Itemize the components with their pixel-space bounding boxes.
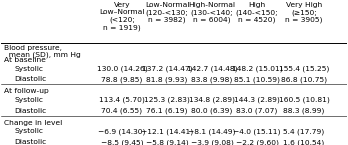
- Text: Very High
(≥150;
n = 3905): Very High (≥150; n = 3905): [285, 2, 323, 23]
- Text: At baseline: At baseline: [4, 57, 46, 63]
- Text: High-Normal
(130-<140;
n = 6004): High-Normal (130-<140; n = 6004): [189, 2, 236, 23]
- Text: 148.2 (15.01): 148.2 (15.01): [232, 66, 283, 72]
- Text: 81.8 (9.93): 81.8 (9.93): [147, 76, 188, 83]
- Text: High
(140-<150;
n = 4520): High (140-<150; n = 4520): [236, 2, 278, 23]
- Text: −2.2 (9.60): −2.2 (9.60): [236, 139, 279, 145]
- Text: At follow-up: At follow-up: [4, 88, 49, 94]
- Text: 160.5 (10.81): 160.5 (10.81): [278, 97, 330, 103]
- Text: 85.1 (10.59): 85.1 (10.59): [234, 76, 280, 83]
- Text: 125.3 (2.83): 125.3 (2.83): [144, 97, 190, 103]
- Text: 134.8 (2.89): 134.8 (2.89): [189, 97, 235, 103]
- Text: −4.0 (15.11): −4.0 (15.11): [234, 128, 281, 135]
- Text: 83.0 (7.07): 83.0 (7.07): [237, 108, 278, 114]
- Text: 80.0 (6.39): 80.0 (6.39): [191, 108, 233, 114]
- Text: Systolic: Systolic: [15, 97, 44, 103]
- Text: 86.8 (10.75): 86.8 (10.75): [281, 76, 327, 83]
- Text: 88.3 (8.99): 88.3 (8.99): [283, 108, 325, 114]
- Text: 142.7 (14.48): 142.7 (14.48): [187, 66, 237, 72]
- Text: 78.8 (9.85): 78.8 (9.85): [101, 76, 143, 83]
- Text: Systolic: Systolic: [15, 66, 44, 71]
- Text: −12.1 (14.41): −12.1 (14.41): [141, 128, 193, 135]
- Text: mean (SD), mm Hg: mean (SD), mm Hg: [4, 51, 81, 58]
- Text: 144.3 (2.89): 144.3 (2.89): [234, 97, 280, 103]
- Text: −8.1 (14.49): −8.1 (14.49): [188, 128, 236, 135]
- Text: −3.9 (9.08): −3.9 (9.08): [191, 139, 234, 145]
- Text: 70.4 (6.55): 70.4 (6.55): [102, 108, 143, 114]
- Text: 76.1 (6.19): 76.1 (6.19): [146, 108, 188, 114]
- Text: Blood pressure,: Blood pressure,: [4, 45, 62, 51]
- Text: 130.0 (14.26): 130.0 (14.26): [97, 66, 148, 72]
- Text: Change in level: Change in level: [4, 120, 62, 126]
- Text: Very
Low–Normal
(<120;
n = 1919): Very Low–Normal (<120; n = 1919): [99, 2, 145, 31]
- Text: −8.5 (9.45): −8.5 (9.45): [101, 139, 143, 145]
- Text: Diastolic: Diastolic: [15, 76, 47, 82]
- Text: Diastolic: Diastolic: [15, 139, 47, 145]
- Text: 113.4 (5.70): 113.4 (5.70): [99, 97, 145, 103]
- Text: 5.4 (17.79): 5.4 (17.79): [283, 128, 325, 135]
- Text: 137.2 (14.47): 137.2 (14.47): [142, 66, 192, 72]
- Text: 83.8 (9.98): 83.8 (9.98): [191, 76, 233, 83]
- Text: −5.8 (9.14): −5.8 (9.14): [146, 139, 189, 145]
- Text: 1.6 (10.54): 1.6 (10.54): [283, 139, 325, 145]
- Text: Low-Normal
(120-<130;
n = 3982): Low-Normal (120-<130; n = 3982): [145, 2, 189, 23]
- Text: −6.9 (14.30): −6.9 (14.30): [98, 128, 146, 135]
- Text: 155.4 (15.25): 155.4 (15.25): [279, 66, 329, 72]
- Text: Systolic: Systolic: [15, 128, 44, 134]
- Text: Diastolic: Diastolic: [15, 108, 47, 114]
